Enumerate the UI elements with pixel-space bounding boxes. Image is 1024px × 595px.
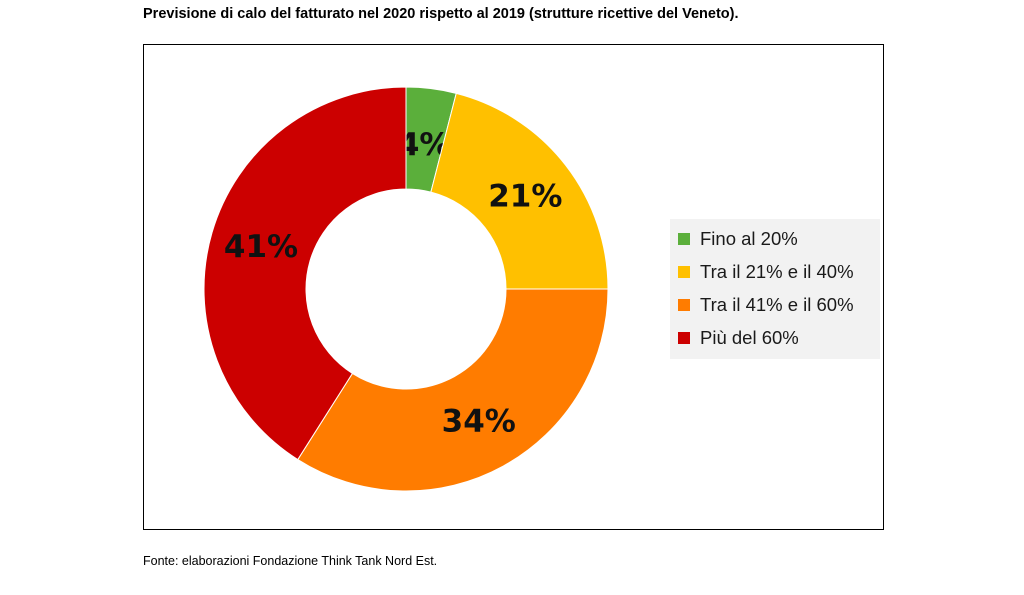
legend-swatch — [678, 233, 690, 245]
data-label-2: 34% — [442, 403, 516, 439]
legend-item-fino-al-20: Fino al 20% — [678, 228, 798, 250]
legend-swatch — [678, 266, 690, 278]
donut-chart: 4%21%34%41% — [203, 86, 609, 492]
legend-label: Tra il 21% e il 40% — [700, 261, 854, 282]
data-label-1: 21% — [488, 178, 562, 214]
legend: Fino al 20% Tra il 21% e il 40% Tra il 4… — [670, 219, 880, 359]
legend-item-piu-del-60: Più del 60% — [678, 327, 799, 349]
donut-slice-2 — [297, 288, 609, 492]
legend-item-tra-41-60: Tra il 41% e il 60% — [678, 294, 854, 316]
chart-area: 4% 21% 34% 41% Fino al 20% Tra il 21% e il … — [143, 44, 884, 530]
donut-slice-1 — [430, 92, 609, 290]
source-note: Fonte: elaborazioni Fondazione Think Tan… — [143, 554, 438, 568]
legend-label: Fino al 20% — [700, 228, 798, 249]
data-label-3: 41% — [224, 229, 298, 265]
donut-slice-3 — [203, 86, 407, 461]
legend-item-tra-21-40: Tra il 21% e il 40% — [678, 261, 854, 283]
legend-label: Più del 60% — [700, 327, 799, 348]
legend-label: Tra il 41% e il 60% — [700, 294, 854, 315]
legend-swatch — [678, 332, 690, 344]
legend-swatch — [678, 299, 690, 311]
chart-title: Previsione di calo del fatturato nel 202… — [143, 6, 739, 22]
